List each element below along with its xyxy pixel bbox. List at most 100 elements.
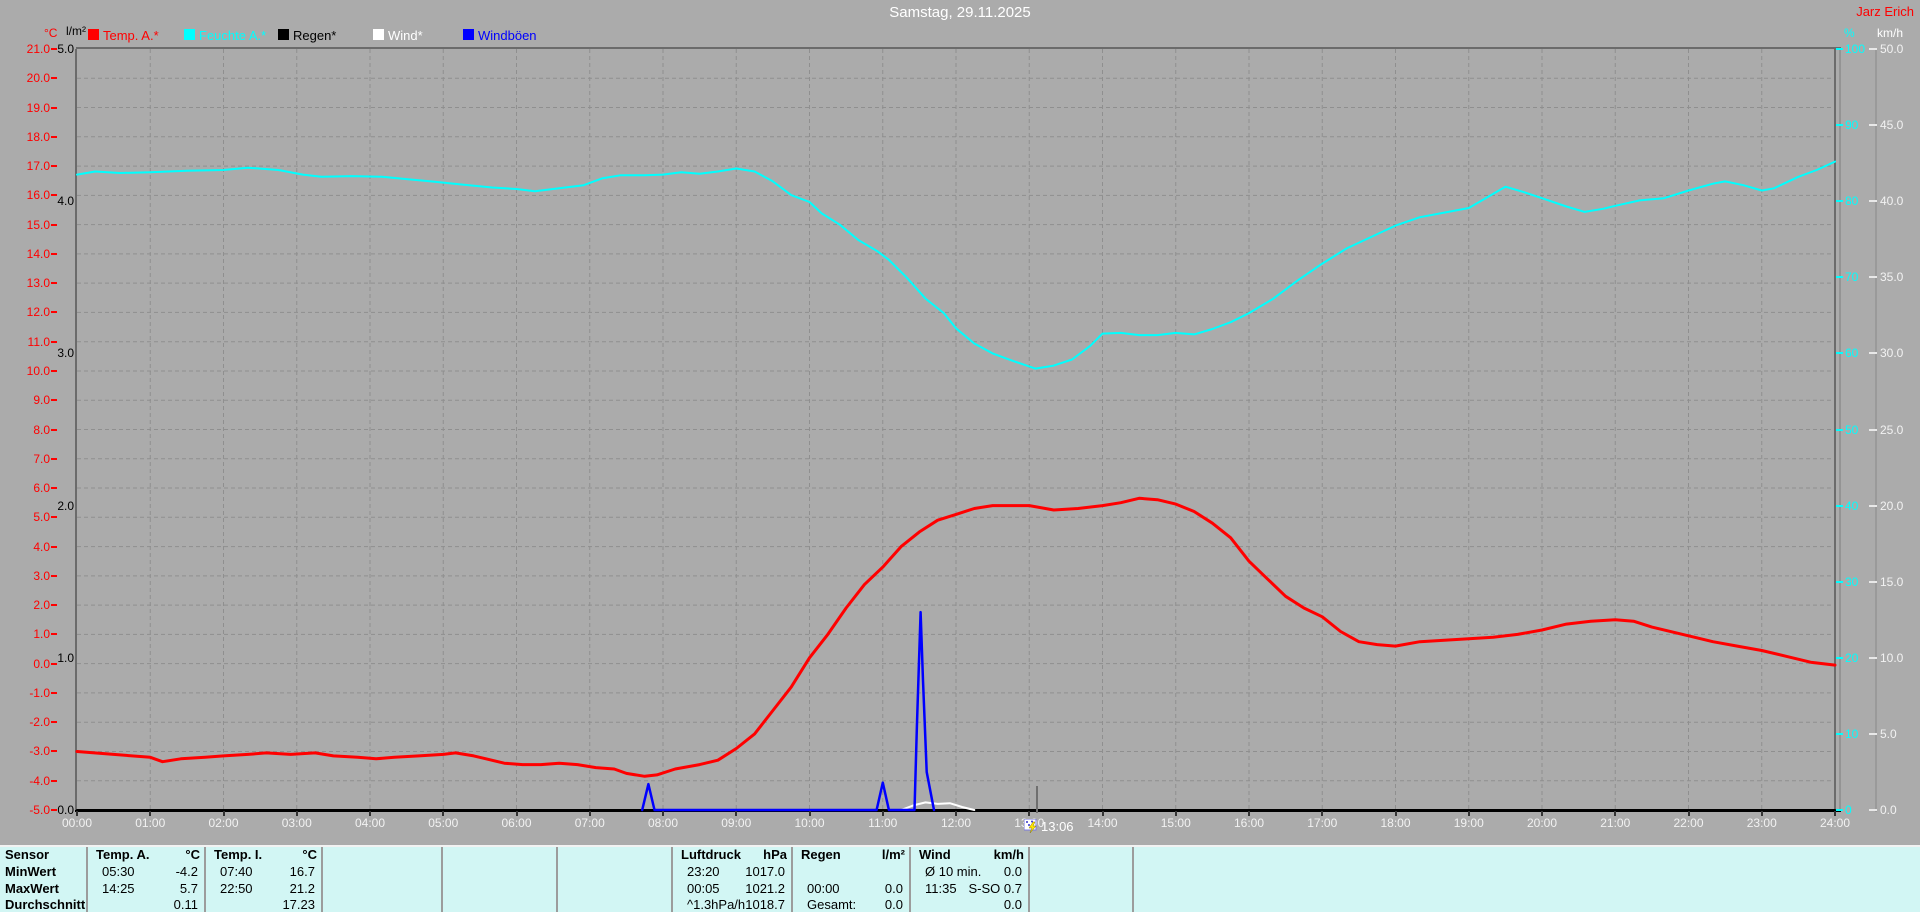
table-cell: 0.0 (884, 897, 903, 912)
axis-tick-mark (1836, 656, 1843, 659)
axis-x-label: 03:00 (281, 816, 312, 830)
legend-item-label: Temp. A.* (103, 28, 159, 43)
axis-tick-label: 40 (1845, 498, 1859, 513)
axis-tick-mark (51, 282, 57, 285)
axis-tick-label: 5.0 (57, 42, 74, 56)
axis-tick-label: 15.0 (1880, 574, 1904, 589)
table-row-header: Durchschnitt (5, 897, 86, 912)
table-cell: 05:30 (102, 864, 135, 879)
table-cell: Luftdruck (681, 847, 741, 862)
axis-x-tick-mark (1687, 811, 1690, 816)
table-cell: °C (185, 847, 200, 862)
axis-tick-label: 0 (1845, 803, 1852, 817)
table-cell: Regen (801, 847, 841, 862)
table-cell: 11:35 (925, 881, 957, 896)
axis-tick-label: 0.0 (33, 656, 50, 671)
axis-tick-mark (51, 574, 57, 577)
axis-tick-mark (1836, 580, 1843, 583)
table-row-header: MinWert (5, 864, 57, 879)
axis-x-label: 11:00 (868, 816, 898, 830)
legend-item-windben[interactable]: Windböen (463, 28, 573, 43)
axis-tick-label: 40.0 (1880, 194, 1904, 209)
axis-x-label: 14:00 (1087, 816, 1118, 830)
axis-x-tick-mark (1248, 811, 1250, 816)
legend-item-tempa[interactable]: Temp. A.* (88, 28, 198, 43)
axis-x-label: 16:00 (1233, 816, 1265, 830)
plot-area[interactable] (77, 49, 1835, 810)
table-cell: 1017.0 (745, 864, 785, 879)
table-cell: 16.7 (289, 864, 315, 879)
series-wind (900, 801, 976, 811)
axis-tick-label: 10.0 (1880, 650, 1904, 665)
table-cell: 0.0 (884, 881, 903, 896)
table-cell: km/h (993, 847, 1024, 862)
table-row-header: MaxWert (5, 881, 59, 896)
time-cursor-line[interactable] (1036, 786, 1038, 813)
axis-tick-mark (51, 779, 57, 782)
axis-tick-label: 21.0 (26, 42, 50, 56)
table-cell: Gesamt: (807, 897, 857, 912)
axis-tick-label: -2.0 (29, 715, 50, 730)
axis-tick-mark (51, 545, 57, 548)
table-cell: 22:50 (220, 881, 253, 896)
legend-item-wind[interactable]: Wind* (373, 28, 483, 43)
page-title: Samstag, 29.11.2025 (889, 4, 1031, 21)
attribution-label: Jarz Erich (1856, 4, 1914, 19)
time-cursor-icon[interactable] (1023, 818, 1039, 834)
axis-tick-label: -5.0 (29, 803, 50, 817)
table-column-wind: Wind km/h Ø 10 min. 0.0 11:35 S-SO 0.7 0.0 (911, 847, 1030, 912)
axis-tick-mark (51, 135, 57, 138)
table-cell: 00:00 (807, 881, 840, 896)
table-cell: 5.7 (179, 881, 198, 896)
table-cell: -4.2 (175, 864, 198, 879)
axis-x-label: 24:00 (1819, 816, 1851, 830)
axis-x-tick-mark (76, 811, 78, 816)
summary-table: Sensor MinWert MaxWert Durchschnitt Temp. A.… (0, 845, 1920, 912)
legend-swatch-icon (88, 29, 99, 40)
unit-temp-label: °C (44, 26, 58, 40)
axis-tick-mark (51, 662, 57, 665)
axis-tick-label: 8.0 (33, 422, 50, 437)
legend-item-feuchtea[interactable]: Feuchte A.* (184, 28, 294, 43)
table-column (323, 847, 443, 912)
axis-x-tick-mark (588, 811, 591, 816)
axis-x-tick-mark (1174, 811, 1177, 816)
legend-swatch-icon (463, 29, 474, 40)
axis-tick-label: 3.0 (57, 346, 74, 361)
series-windben (640, 610, 936, 812)
table-cell: 0.11 (173, 897, 198, 912)
unit-wind-label: km/h (1877, 26, 1904, 40)
axis-tick-mark (1836, 352, 1843, 355)
axis-x-tick-mark (1541, 811, 1543, 816)
axis-tick-mark (1869, 428, 1877, 431)
axis-tick-mark (51, 604, 57, 607)
axis-tick-mark (51, 252, 57, 255)
axis-tick-label: 12.0 (26, 305, 50, 320)
axis-tick-mark (1869, 124, 1877, 127)
axis-tick-mark (51, 721, 57, 724)
axis-x-tick-mark (1760, 811, 1763, 816)
axis-tick-label: 100 (1845, 42, 1866, 56)
table-cell: 21.2 (289, 881, 315, 896)
axis-x-tick-mark (881, 811, 884, 816)
axis-tick-label: 30 (1845, 574, 1859, 589)
axis-x-tick-mark (955, 811, 957, 816)
axis-x-tick-mark (369, 811, 371, 816)
axis-tick-mark (1836, 48, 1843, 50)
table-cell: 23:20 (687, 864, 720, 879)
axis-x-label: 12:00 (940, 816, 972, 830)
axis-x-tick-mark (1321, 811, 1324, 816)
legend-item-regen[interactable]: Regen* (278, 28, 388, 43)
legend-item-label: Wind* (388, 28, 423, 43)
axis-tick-label: 17.0 (26, 159, 50, 174)
axis-tick-label: 4.0 (33, 539, 50, 554)
axis-tick-mark (1869, 504, 1877, 507)
table-cell: 07:40 (220, 864, 253, 879)
axis-tick-mark (1869, 809, 1877, 811)
table-cell: 14:25 (102, 881, 135, 896)
axis-tick-mark (51, 311, 57, 314)
axis-tick-label: 80 (1845, 194, 1859, 209)
table-cell: Temp. I. (214, 847, 263, 862)
table-row-header: Sensor (5, 847, 50, 862)
table-column-luftdruck: Luftdruck hPa 23:20 1017.0 00:05 1021.2 ^1.3hP… (673, 847, 793, 912)
